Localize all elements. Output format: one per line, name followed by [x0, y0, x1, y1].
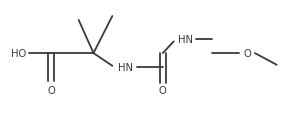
Text: HN: HN — [178, 35, 193, 45]
Text: O: O — [159, 85, 167, 95]
Text: O: O — [243, 49, 251, 59]
Text: HO: HO — [11, 49, 27, 59]
Text: O: O — [47, 85, 55, 95]
Text: HN: HN — [118, 62, 133, 72]
